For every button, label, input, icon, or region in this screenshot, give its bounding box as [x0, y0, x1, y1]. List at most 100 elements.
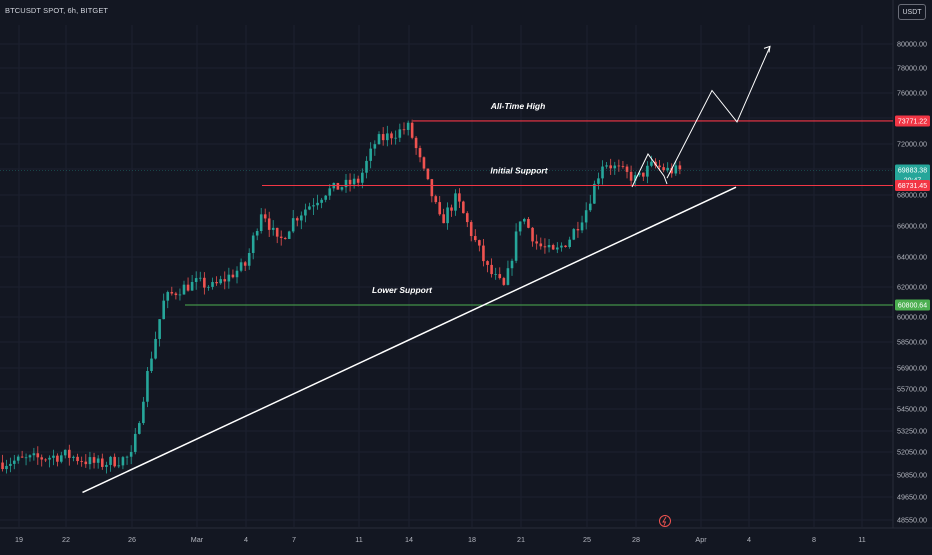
- currency-button[interactable]: USDT: [898, 4, 926, 20]
- candle-up: [190, 281, 194, 291]
- y-tick-label: 66000.00: [897, 222, 927, 231]
- candle-down: [658, 165, 661, 168]
- candle-down: [113, 456, 116, 467]
- time-axis[interactable]: 19 22 26 Mar 4 7 11 14 18 21 25 28 Apr 4 8 11: [15, 535, 866, 544]
- candle-down: [543, 246, 547, 248]
- candle-up: [568, 239, 571, 247]
- y-tick-label: 78000.00: [897, 64, 927, 73]
- y-tick-label: 68000.00: [897, 191, 927, 200]
- price-label-text: 60800.64: [898, 302, 927, 309]
- candle-up: [304, 209, 307, 216]
- candle-down: [458, 193, 461, 202]
- candle-up: [312, 205, 315, 207]
- candle-up: [194, 278, 198, 282]
- candle-up: [60, 455, 63, 462]
- candle-up: [247, 252, 251, 266]
- y-tick-label: 55700.00: [897, 385, 927, 394]
- candle-up: [308, 206, 311, 210]
- candle-up: [584, 210, 588, 223]
- candle-down: [662, 167, 665, 171]
- candle-up: [361, 172, 364, 183]
- candle-up: [369, 148, 372, 161]
- y-tick-label: 50850.00: [897, 471, 927, 480]
- candle-up: [150, 358, 153, 371]
- price-label-box: [895, 179, 930, 191]
- candle-up: [588, 203, 592, 211]
- candle-up: [271, 227, 275, 230]
- candle-down: [486, 261, 489, 265]
- candle-up: [605, 165, 608, 167]
- drawings: [82, 45, 771, 527]
- candle-up: [133, 433, 137, 452]
- candle-up: [48, 457, 51, 460]
- lightning-icon-glyph: [662, 516, 667, 526]
- candle-up: [105, 464, 108, 467]
- x-tick-label: 28: [632, 535, 640, 544]
- x-tick-label: Mar: [191, 535, 204, 544]
- candle-down: [498, 274, 502, 279]
- candle-up: [211, 282, 214, 287]
- candle-down: [402, 129, 406, 131]
- y-tick-label: 53250.00: [897, 427, 927, 436]
- candle-up: [446, 207, 449, 224]
- candle-up: [510, 260, 514, 269]
- candle-down: [84, 461, 88, 465]
- candle-down: [482, 245, 485, 262]
- candle-up: [138, 423, 141, 434]
- price-label-text: 69883.38: [898, 168, 927, 175]
- candle-up: [637, 172, 641, 176]
- candle-down: [434, 196, 438, 203]
- x-tick-label: 19: [15, 535, 23, 544]
- x-tick-label: 26: [128, 535, 136, 544]
- candle-up: [316, 202, 319, 206]
- x-tick-label: 8: [812, 535, 816, 544]
- candle-down: [243, 262, 247, 266]
- candle-down: [539, 243, 543, 247]
- price-label-text: 68731.45: [898, 183, 927, 190]
- candle-up: [646, 165, 649, 177]
- candle-down: [275, 227, 279, 237]
- candle-down: [490, 264, 493, 275]
- grid-lines: [0, 0, 932, 529]
- candle-up: [166, 292, 170, 301]
- candle-up: [24, 457, 28, 459]
- candle-down: [410, 122, 414, 138]
- x-tick-label: 4: [244, 535, 248, 544]
- candle-down: [92, 457, 96, 463]
- candle-down: [215, 282, 218, 284]
- y-tick-label: 54500.00: [897, 405, 927, 414]
- projection-path: [666, 46, 771, 179]
- candle-down: [473, 236, 477, 241]
- candle-down: [203, 277, 206, 288]
- candle-up: [666, 167, 669, 171]
- x-tick-label: 11: [355, 535, 362, 544]
- candle-up: [219, 279, 222, 284]
- candle-up: [158, 319, 161, 339]
- price-axis[interactable]: 80000.0078000.0076000.0074000.0072000.00…: [897, 40, 927, 525]
- candle-down: [527, 218, 530, 228]
- candle-up: [365, 160, 368, 173]
- x-tick-label: 7: [292, 535, 296, 544]
- candle-up: [121, 457, 125, 466]
- candle-down: [462, 201, 465, 214]
- candle-up: [324, 195, 327, 200]
- candle-down: [295, 218, 299, 221]
- y-tick-label: 64000.00: [897, 253, 927, 262]
- candle-down: [621, 166, 625, 167]
- candle-down: [231, 274, 235, 278]
- candle-up: [518, 221, 522, 232]
- candle-down: [564, 245, 567, 247]
- x-tick-label: 18: [468, 535, 476, 544]
- candle-up: [352, 178, 356, 185]
- candle-down: [478, 240, 481, 246]
- candle-up: [547, 245, 551, 248]
- candle-up: [572, 229, 576, 240]
- candle-down: [263, 214, 267, 219]
- candle-down: [40, 457, 44, 460]
- candle-down: [414, 137, 418, 149]
- candle-up: [32, 453, 36, 456]
- candle-down: [469, 222, 473, 237]
